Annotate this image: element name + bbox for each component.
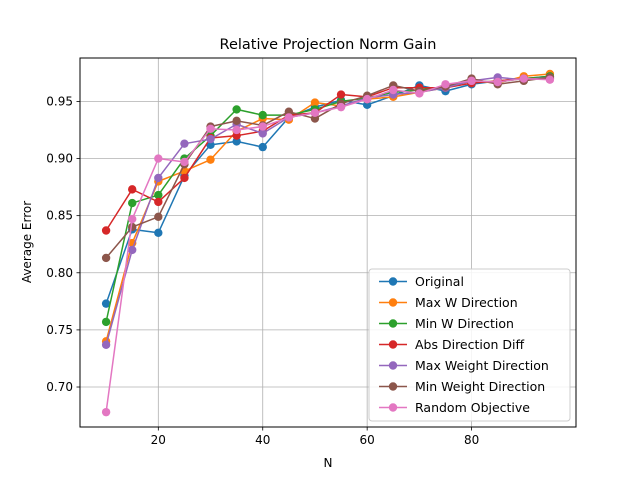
legend-label: Min Weight Direction — [415, 379, 545, 394]
data-point — [493, 77, 502, 87]
data-point — [154, 197, 163, 207]
legend-item: Min W Direction — [379, 316, 514, 331]
legend-label: Original — [415, 274, 464, 289]
legend-label: Max W Direction — [415, 295, 518, 310]
legend-marker — [388, 277, 398, 286]
legend-item: Max W Direction — [379, 295, 518, 310]
data-point — [258, 122, 267, 131]
data-point — [154, 212, 163, 221]
data-point — [101, 340, 111, 349]
data-point — [258, 129, 267, 138]
legend-item: Max Weight Direction — [379, 358, 549, 373]
data-point — [232, 125, 241, 135]
y-tick-label: 0.80 — [46, 266, 73, 280]
data-point — [362, 94, 372, 104]
legend-box — [368, 268, 571, 422]
data-point — [206, 124, 215, 134]
data-point — [180, 139, 189, 148]
data-point — [101, 226, 111, 235]
data-point — [154, 173, 163, 183]
data-point — [128, 185, 137, 194]
legend-marker — [388, 319, 398, 328]
legend-item: Original — [379, 274, 464, 289]
legend-marker — [388, 361, 398, 370]
legend-marker — [388, 382, 398, 391]
data-point — [206, 155, 215, 164]
series-line — [105, 77, 550, 231]
data-point — [232, 105, 241, 114]
y-tick-label: 0.85 — [46, 209, 73, 223]
data-point — [128, 214, 137, 224]
y-tick-label: 0.90 — [46, 152, 73, 166]
data-point — [467, 76, 476, 86]
legend-item: Min Weight Direction — [379, 379, 545, 394]
legend-item: Abs Direction Diff — [379, 337, 525, 352]
y-tick-label: 0.75 — [46, 323, 73, 337]
data-point — [545, 75, 555, 84]
data-point — [232, 116, 241, 126]
data-point — [180, 173, 189, 183]
series-line — [105, 77, 550, 413]
data-point — [336, 102, 346, 112]
data-point — [101, 253, 111, 263]
data-point — [258, 142, 267, 152]
legend-item: Random Objective — [379, 400, 530, 415]
x-tick-label: 80 — [464, 433, 479, 447]
legend-marker — [388, 340, 398, 349]
data-point — [284, 113, 294, 122]
x-tick-label: 40 — [255, 433, 270, 447]
data-point — [519, 74, 528, 83]
series-layer — [101, 69, 555, 417]
x-tick-label: 20 — [151, 433, 166, 447]
data-point — [154, 190, 163, 200]
legend-marker — [388, 403, 398, 412]
plot-area-frame — [79, 57, 577, 428]
data-point — [310, 108, 320, 118]
data-point — [389, 85, 398, 95]
data-point — [128, 198, 137, 208]
data-point — [154, 154, 163, 163]
series-line — [105, 76, 550, 259]
data-point — [101, 299, 111, 308]
data-point — [336, 90, 346, 99]
x-axis: 20 40 60 80 — [151, 427, 479, 447]
data-point — [101, 407, 111, 417]
x-axis-label: N — [324, 456, 333, 470]
legend: Original Max W Direction Min W Direction Ab… — [368, 268, 571, 422]
data-point — [415, 89, 424, 98]
y-tick-label: 0.70 — [46, 380, 73, 394]
legend-marker — [388, 298, 398, 307]
y-axis: 0.70 0.75 0.80 0.85 0.90 0.95 — [46, 94, 80, 394]
chart-title: Relative Projection Norm Gain — [220, 37, 437, 53]
series-6 — [101, 74, 555, 417]
data-point — [258, 110, 267, 120]
y-tick-label: 0.95 — [46, 94, 73, 108]
legend-label: Max Weight Direction — [415, 358, 549, 373]
data-point — [441, 80, 450, 89]
legend-label: Random Objective — [415, 400, 530, 415]
legend-label: Abs Direction Diff — [415, 337, 525, 352]
data-point — [310, 98, 320, 107]
data-point — [206, 134, 215, 144]
data-point — [128, 245, 137, 255]
legend-label: Min W Direction — [415, 316, 514, 331]
x-tick-label: 60 — [360, 433, 375, 447]
y-axis-label: Average Error — [20, 201, 34, 283]
data-point — [154, 228, 163, 237]
data-point — [101, 317, 111, 327]
data-point — [180, 157, 189, 167]
